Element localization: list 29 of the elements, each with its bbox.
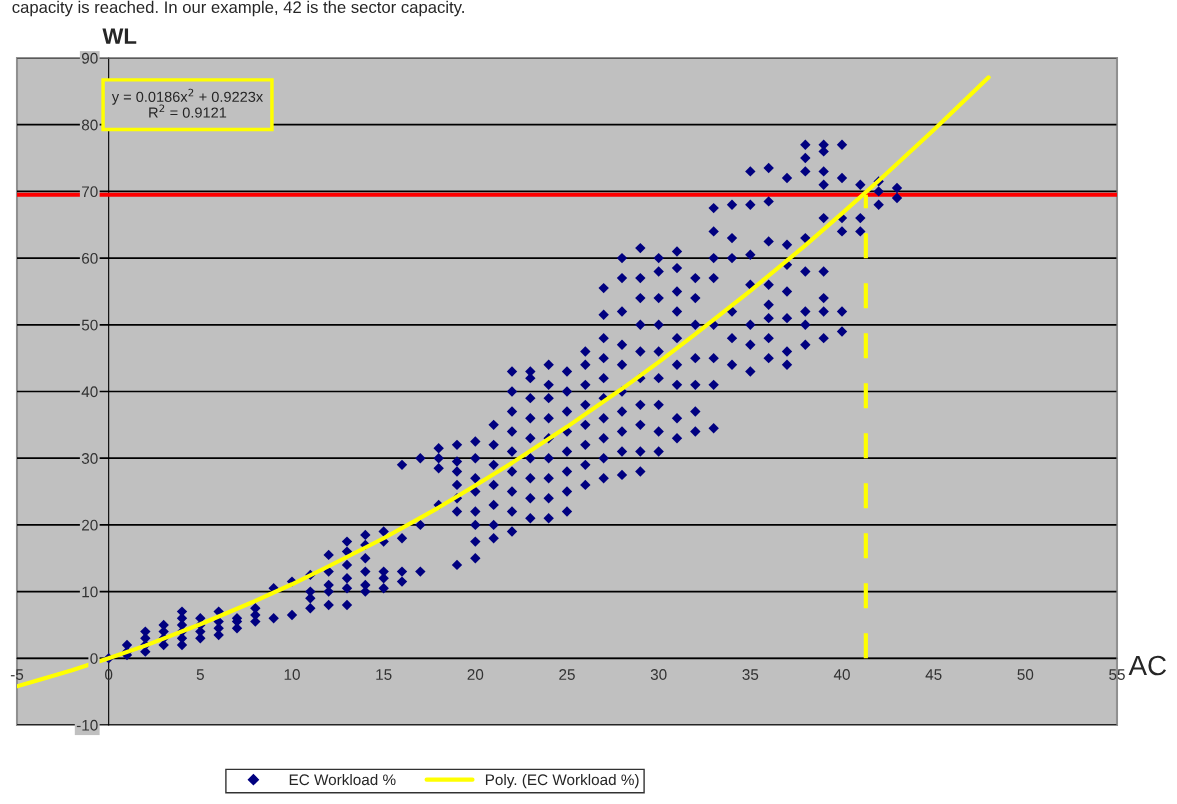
y-tick-label: 80 [81,119,98,131]
y-tick-label: 0 [90,653,98,664]
x-tick-label: 40 [833,669,850,680]
legend-label: Poly. (EC Workload %) [485,773,639,789]
y-tick-label: 40 [81,386,98,398]
y-tick-label: 30 [81,453,98,464]
y-tick-label: 70 [82,186,98,198]
x-tick-label: 10 [284,669,300,680]
y-tick-label: 10 [82,586,98,598]
x-tick-label: 5 [196,669,204,680]
x-tick-label: 30 [650,669,667,680]
y-tick-label: -10 [76,719,98,731]
legend-label: EC Workload % [289,773,396,786]
text: capacity is reached. In our example, 42 is the sector capacity. [12,0,464,17]
y-tick-label: 60 [82,252,98,264]
y-axis-title: WL [102,28,137,44]
x-tick-label: 50 [1017,669,1034,680]
x-tick-label: 15 [376,669,392,680]
x-axis-title: AC [1128,655,1167,676]
x-tick-label: 25 [559,669,575,680]
y-tick-label: 90 [81,52,98,64]
text: y = 0.0186x$^{2}$ + 0.9223x R$^{2}$ = 0.9121 [111,88,264,118]
x-tick-label: 20 [467,669,484,680]
y-tick-label: 50 [81,319,98,331]
x-tick-label: 35 [742,669,759,680]
x-tick-label: 55 [1109,669,1125,680]
x-tick-label: 45 [925,669,942,680]
y-tick-label: 20 [82,519,98,531]
x-tick-label: -5 [10,669,24,680]
